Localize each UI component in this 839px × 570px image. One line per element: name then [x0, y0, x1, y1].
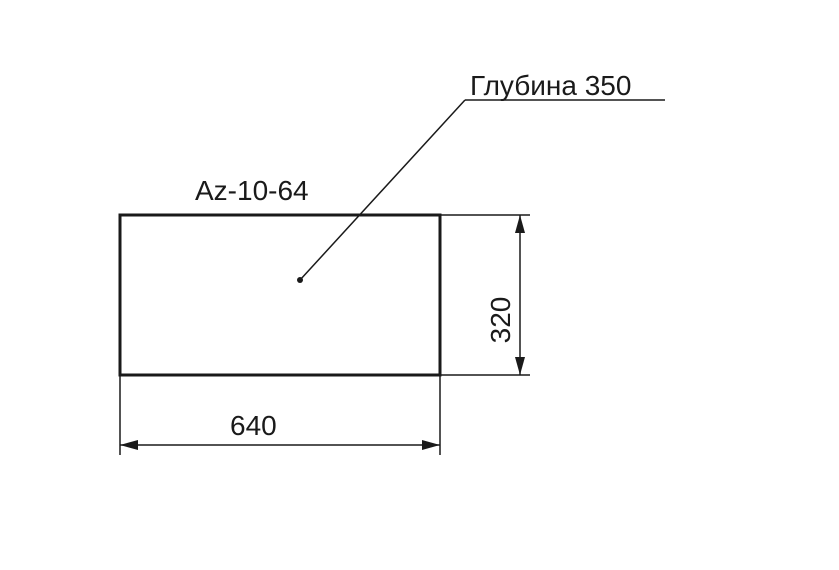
width-arrow-left: [120, 440, 138, 450]
width-dim-value: 640: [230, 410, 277, 441]
part-label: Az-10-64: [195, 175, 309, 206]
depth-callout-dot: [297, 277, 303, 283]
height-arrow-bottom: [515, 357, 525, 375]
height-arrow-top: [515, 215, 525, 233]
depth-callout-text: Глубина 350: [470, 70, 631, 101]
part-outline: [120, 215, 440, 375]
height-dim-value: 320: [485, 297, 516, 344]
width-arrow-right: [422, 440, 440, 450]
